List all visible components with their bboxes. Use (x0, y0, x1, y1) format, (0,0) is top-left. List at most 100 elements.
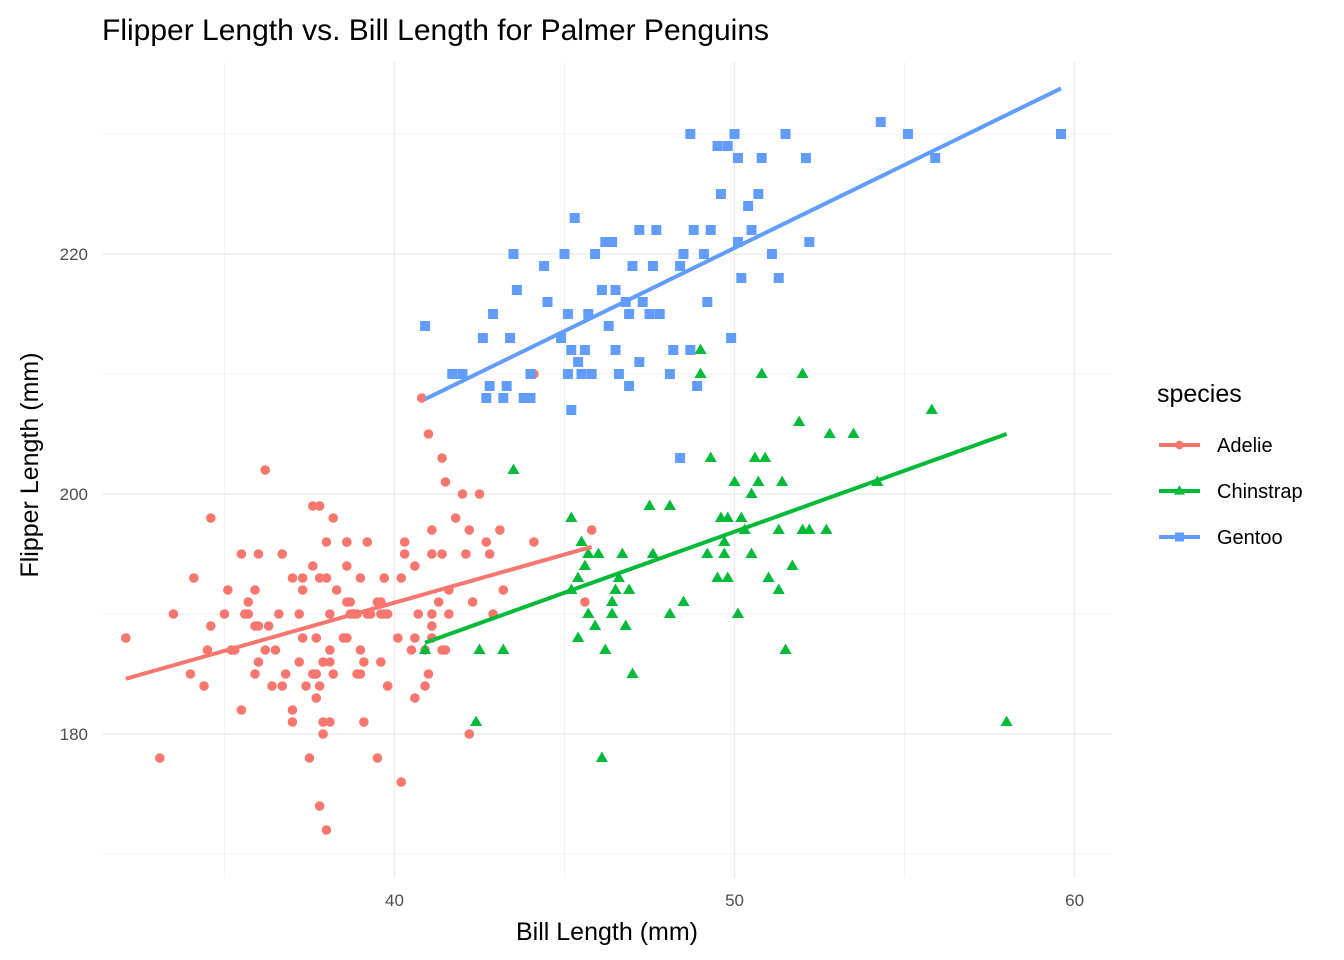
adelie-point (250, 585, 260, 595)
gentoo-point (637, 297, 648, 307)
chinstrap-point (663, 499, 676, 510)
gentoo-point (627, 261, 638, 271)
gentoo-point (501, 381, 512, 391)
y-axis-title: Flipper Length (mm) (16, 352, 44, 577)
adelie-point (461, 549, 471, 559)
chinstrap-point (721, 511, 734, 522)
gentoo-point (685, 129, 696, 139)
gentoo-point (654, 309, 665, 319)
gentoo-point (566, 345, 577, 355)
chinstrap-point (572, 631, 585, 642)
gentoo-fit-line (424, 86, 1062, 401)
gentoo-point (675, 453, 686, 463)
gentoo-point (583, 309, 594, 319)
chinstrap-point (735, 511, 748, 522)
chinstrap-point (776, 475, 789, 486)
gentoo-point (607, 237, 618, 247)
adelie-point (498, 585, 509, 595)
chinstrap-point (847, 427, 860, 438)
adelie-point (433, 597, 444, 607)
adelie-point (406, 645, 417, 655)
adelie-point (297, 585, 308, 595)
gentoo-point (732, 153, 743, 163)
adelie-point (267, 681, 277, 691)
adelie-point (495, 525, 505, 535)
x-axis-title: Bill Length (mm) (516, 918, 698, 946)
adelie-point (420, 681, 430, 691)
gentoo-point (647, 261, 658, 271)
gentoo-point (498, 393, 509, 403)
chinstrap-point (711, 571, 724, 582)
adelie-point (236, 549, 247, 559)
gentoo-point (702, 297, 713, 307)
adelie-point (308, 561, 318, 571)
gentoo-point (726, 333, 737, 343)
minor-grid (102, 62, 1112, 878)
adelie-point (484, 549, 495, 559)
chinstrap-point (589, 619, 602, 630)
adelie-point (355, 573, 366, 583)
adelie-point (427, 549, 437, 559)
adelie-fit-line (125, 544, 593, 681)
chinstrap-point (582, 607, 595, 618)
gentoo-point (766, 249, 777, 259)
gentoo-point (780, 129, 791, 139)
adelie-point (236, 705, 247, 715)
adelie-point (304, 753, 315, 763)
adelie-point (423, 429, 434, 439)
chinstrap-point (796, 367, 809, 378)
adelie-point (219, 609, 230, 619)
chinstrap-point (623, 583, 636, 594)
adelie-point (223, 585, 233, 595)
chinstrap-point (759, 451, 772, 462)
adelie-point (396, 573, 407, 583)
chinstrap-point (704, 451, 717, 462)
gentoo-point (484, 381, 495, 391)
y-tick-labels: 180 200 220 (60, 245, 88, 744)
adelie-point (311, 693, 322, 703)
adelie-point (325, 609, 335, 619)
adelie-point (393, 633, 403, 643)
legend-items: Adelie Chinstrap Gentoo (1159, 435, 1303, 549)
adelie-point (325, 657, 335, 667)
adelie-point (586, 525, 597, 535)
adelie-point (416, 393, 427, 403)
gentoo-point (576, 369, 587, 379)
adelie-point (301, 681, 311, 691)
x-tick-labels: 40 50 60 (385, 891, 1084, 910)
gentoo-point (634, 357, 645, 367)
gentoo-point (525, 393, 536, 403)
gentoo-point (624, 309, 635, 319)
adelie-point (423, 669, 434, 679)
chinstrap-point (643, 499, 656, 510)
legend-key-marker (1175, 440, 1184, 450)
chinstrap-point (718, 535, 731, 546)
chinstrap-point (731, 607, 745, 618)
chinstrap-point (612, 571, 625, 582)
chinstrap-point (718, 547, 731, 558)
gentoo-point (586, 369, 597, 379)
gentoo-point (590, 249, 601, 259)
legend-key-marker (1174, 485, 1185, 495)
x-tick-label: 40 (385, 891, 404, 910)
chinstrap-point (565, 511, 578, 522)
adelie-point (253, 621, 264, 631)
chinstrap-point (823, 427, 836, 438)
gentoo-point (688, 225, 699, 235)
chinstrap-point (772, 523, 785, 534)
adelie-point (199, 681, 209, 691)
gentoo-point (753, 189, 764, 199)
gentoo-point (773, 273, 784, 283)
adelie-point (382, 609, 393, 619)
gentoo-point (804, 237, 815, 247)
chinstrap-point (748, 451, 762, 462)
adelie-point (206, 621, 216, 631)
chinstrap-point (626, 667, 639, 678)
adelie-point (410, 561, 420, 571)
chinstrap-point (820, 523, 833, 534)
adelie-point (437, 453, 447, 463)
adelie-point (342, 633, 352, 643)
adelie-point (328, 513, 339, 523)
legend-item-gentoo: Gentoo (1159, 527, 1283, 549)
adelie-point (318, 729, 328, 739)
